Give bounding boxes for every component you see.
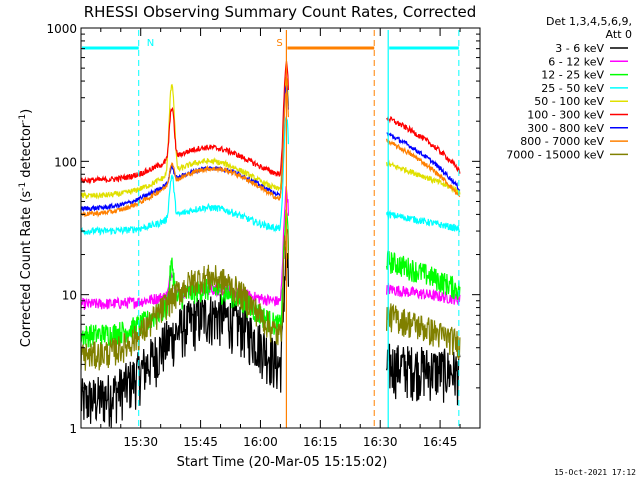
chart-title: RHESSI Observing Summary Count Rates, Co… [84, 3, 477, 21]
y-tick-label: 1 [69, 422, 77, 436]
series-layer [81, 61, 461, 428]
y-tick-label: 1000 [46, 22, 77, 36]
legend-header-line: Det 1,3,4,5,6,9, [546, 15, 632, 28]
series-line-7 [81, 91, 461, 218]
legend-label-4: 50 - 100 keV [534, 95, 604, 108]
x-tick-label: 16:00 [243, 435, 278, 449]
series-line-0 [81, 246, 461, 428]
axis-layer: 1 10 100 1000 15:30 15:45 16:00 16:15 16:30 16:45 [46, 22, 480, 449]
legend-label-0: 3 - 6 keV [555, 42, 604, 55]
legend-label-8: 7000 - 15000 keV [506, 148, 604, 161]
x-tick-label: 15:30 [123, 435, 158, 449]
series-line-8 [81, 228, 461, 371]
y-axis-label: Corrected Count Rate (s-1 detector-1) [18, 109, 34, 347]
y-tick-label: 100 [54, 155, 77, 169]
legend-label-3: 25 - 50 keV [541, 82, 604, 95]
x-tick-label: 16:30 [363, 435, 398, 449]
x-tick-label: 16:45 [423, 435, 458, 449]
x-tick-label: 16:15 [303, 435, 338, 449]
y-tick-label: 10 [62, 289, 77, 303]
x-axis-label: Start Time (20-Mar-05 15:15:02) [177, 455, 388, 470]
annotation-label-1: S [276, 38, 282, 49]
timestamp: 15-Oct-2021 17:12 [554, 468, 636, 477]
series-line-3 [81, 116, 461, 236]
legend-label-6: 300 - 800 keV [527, 122, 604, 135]
legend-header-line: Att 0 [606, 28, 632, 41]
legend-label-1: 6 - 12 keV [548, 55, 604, 68]
legend-label-5: 100 - 300 keV [527, 109, 604, 122]
legend-label-7: 800 - 7000 keV [520, 135, 604, 148]
legend-label-2: 12 - 25 keV [541, 69, 604, 82]
x-tick-label: 15:45 [183, 435, 218, 449]
series-line-4 [81, 76, 461, 200]
annotation-label-0: N [147, 38, 154, 49]
series-line-5 [81, 61, 461, 185]
